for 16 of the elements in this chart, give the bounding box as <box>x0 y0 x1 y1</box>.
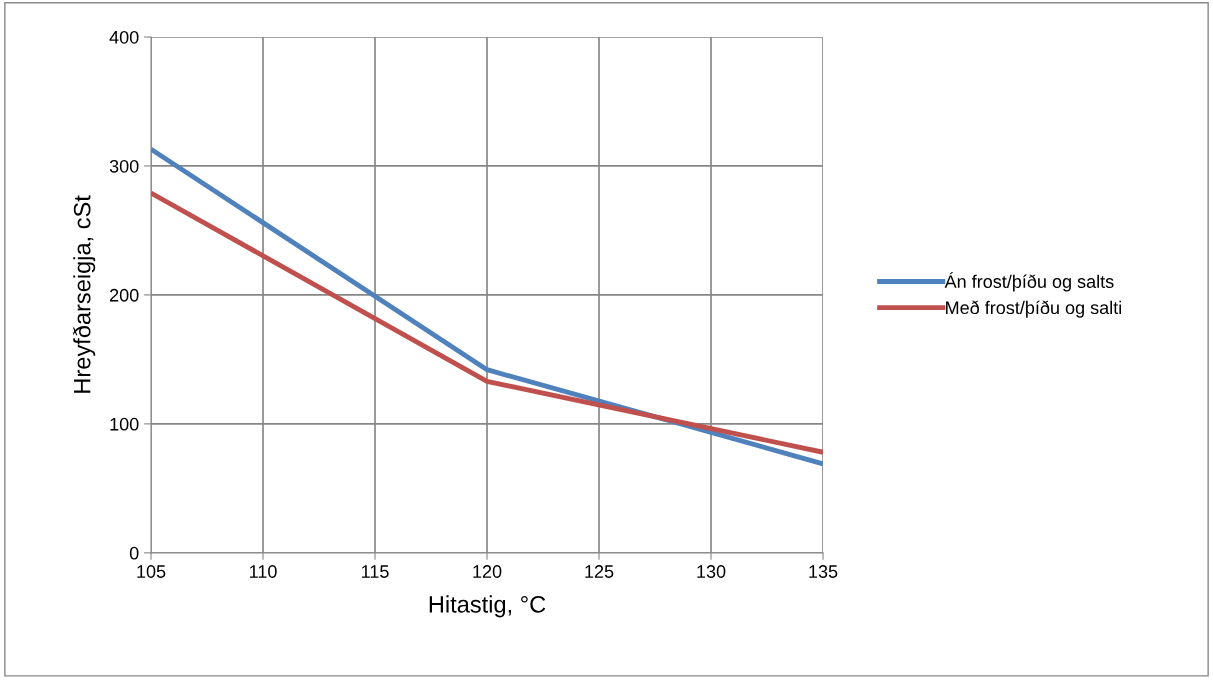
legend-label: Án frost/þíðu og salts <box>944 272 1114 292</box>
legend-label: Með frost/þíðu og salti <box>946 300 1122 318</box>
y-tick-label: 400 <box>109 30 139 44</box>
y-tick-label: 0 <box>129 546 139 560</box>
x-tick-label: 105 <box>137 565 166 578</box>
y-axis-title: Hreyfðarseigja, cSt <box>72 195 96 393</box>
x-tick-label: 130 <box>697 565 726 578</box>
x-tick-label: 125 <box>585 565 614 578</box>
x-tick-label: 135 <box>809 565 838 578</box>
x-tick-label: 110 <box>250 565 277 578</box>
y-tick-label: 300 <box>109 159 139 173</box>
x-tick-label: 115 <box>362 565 389 578</box>
y-tick-label: 200 <box>110 288 139 302</box>
y-tick-label: 100 <box>110 417 139 431</box>
x-tick-label: 120 <box>473 565 502 578</box>
x-axis-title: Hitastig, °C <box>429 595 546 618</box>
